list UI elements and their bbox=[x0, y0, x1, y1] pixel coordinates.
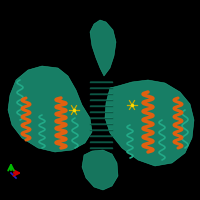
Polygon shape bbox=[82, 150, 118, 190]
Polygon shape bbox=[105, 80, 194, 166]
Polygon shape bbox=[8, 66, 92, 152]
Polygon shape bbox=[90, 20, 116, 76]
